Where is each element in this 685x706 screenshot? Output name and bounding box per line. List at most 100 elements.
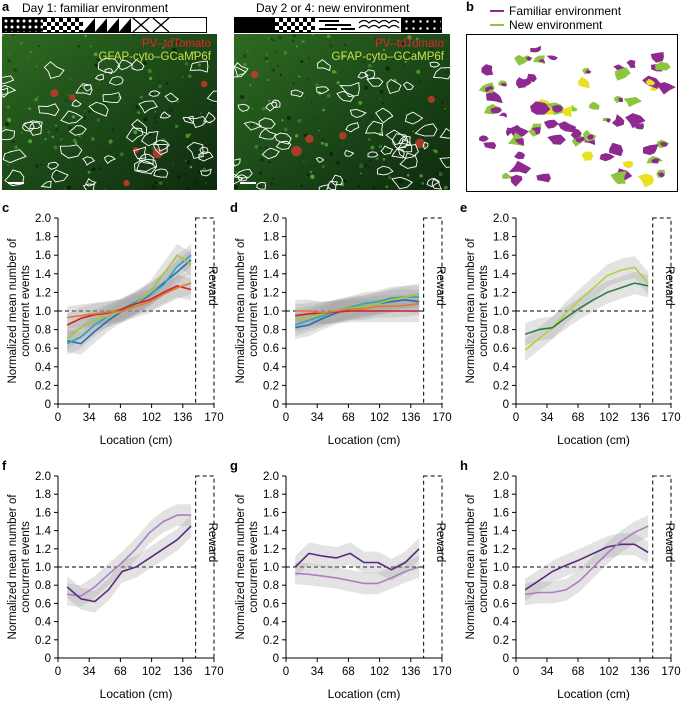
texture-speck xyxy=(29,51,33,54)
y-axis-label: Normalized mean number ofconcurrent even… xyxy=(235,494,260,640)
roi-outline xyxy=(439,157,450,168)
y-tick-label: 1.0 xyxy=(263,562,279,574)
texture-speck xyxy=(143,117,148,122)
texture-speck xyxy=(362,60,365,63)
texture-speck xyxy=(301,39,305,43)
roi-outline xyxy=(22,121,35,132)
y-tick-label: 1.8 xyxy=(263,232,279,244)
texture-speck xyxy=(367,165,370,168)
texture-speck xyxy=(155,171,159,175)
series-line-green-yellow xyxy=(66,254,192,340)
y-tick-label: 0.6 xyxy=(263,343,279,355)
roi-outline xyxy=(234,168,253,179)
roi-outline xyxy=(134,159,157,174)
roi-outline xyxy=(2,75,15,84)
scale-bar xyxy=(240,182,256,184)
roi-shape xyxy=(546,55,558,61)
texture-speck xyxy=(315,83,319,87)
x-tick-label: 0 xyxy=(283,412,289,424)
texture-speck xyxy=(271,177,275,181)
roi-outline xyxy=(336,90,355,102)
texture-speck xyxy=(132,34,135,36)
roi-shape xyxy=(609,142,624,157)
texture-speck xyxy=(88,110,91,113)
texture-speck xyxy=(83,116,87,120)
texture-speck xyxy=(360,172,362,175)
texture-speck xyxy=(283,127,288,132)
roi-outline xyxy=(187,115,208,128)
confidence-band xyxy=(525,271,649,346)
roi-outline xyxy=(273,132,292,145)
roi-shape xyxy=(622,161,633,169)
roi-outline xyxy=(422,141,429,150)
roi-outline xyxy=(391,176,413,190)
y-tick-label: 0 xyxy=(273,399,279,411)
texture-speck xyxy=(343,179,347,183)
roi-outline xyxy=(94,74,104,81)
roi-outline xyxy=(60,110,84,124)
roi-outline xyxy=(357,71,369,79)
texture-speck xyxy=(177,100,179,103)
y-tick-label: 2.0 xyxy=(493,471,509,483)
roi-shape xyxy=(614,67,631,81)
texture-speck xyxy=(292,82,296,85)
texture-speck xyxy=(9,54,11,56)
roi-shape xyxy=(536,173,551,183)
texture-speck xyxy=(200,112,202,115)
texture-speck xyxy=(13,68,18,72)
y-axis-label-line: concurrent events xyxy=(248,521,260,613)
texture-speck xyxy=(256,183,262,189)
series-line-yellow-green xyxy=(524,266,649,351)
texture-speck xyxy=(341,143,343,145)
roi-outline xyxy=(47,161,60,170)
confidence-band xyxy=(67,244,192,355)
x-tick-label: 102 xyxy=(142,412,161,424)
roi-shape xyxy=(561,105,573,117)
texture-speck xyxy=(84,34,87,38)
y-tick-label: 1.8 xyxy=(493,232,509,244)
texture-speck xyxy=(176,174,181,179)
roi-outline xyxy=(85,177,97,187)
texture-speck xyxy=(68,126,72,130)
roi-outline xyxy=(237,103,250,112)
confidence-band xyxy=(295,556,420,595)
series-line-teal xyxy=(294,296,420,326)
y-tick-label: 0.4 xyxy=(263,617,280,629)
texture-speck xyxy=(387,175,392,179)
pv-cell xyxy=(250,70,259,79)
roi-outline xyxy=(38,103,60,117)
roi-shape xyxy=(514,151,526,160)
y-tick-label: 1.4 xyxy=(35,269,52,281)
texture-speck xyxy=(69,78,71,80)
texture-speck xyxy=(341,54,346,59)
roi-outline xyxy=(152,143,168,156)
pv-cell xyxy=(305,134,314,144)
texture-speck xyxy=(306,173,310,177)
roi-outline xyxy=(429,61,441,68)
roi-outline xyxy=(234,158,241,167)
series-line-light-purple xyxy=(524,525,649,596)
roi-outline xyxy=(367,151,379,158)
roi-outline xyxy=(380,145,394,155)
texture-speck xyxy=(185,186,190,190)
texture-speck xyxy=(278,35,282,40)
roi-shape xyxy=(485,91,503,104)
texture-speck xyxy=(379,98,382,100)
roi-outline xyxy=(316,59,331,72)
y-tick-label: 1.2 xyxy=(263,544,279,556)
texture-speck xyxy=(77,45,80,48)
texture-speck xyxy=(283,50,288,55)
y-tick-label: 1.6 xyxy=(493,507,509,519)
texture-speck xyxy=(324,142,329,147)
texture-speck xyxy=(370,56,374,60)
y-tick-label: 1.2 xyxy=(493,544,509,556)
y-tick-label: 0.6 xyxy=(35,598,51,610)
texture-speck xyxy=(184,61,189,66)
texture-speck xyxy=(435,171,440,176)
roi-outline xyxy=(386,78,402,95)
texture-speck xyxy=(166,82,169,85)
texture-speck xyxy=(172,48,178,53)
roi-outline xyxy=(148,90,161,97)
texture-speck xyxy=(6,105,10,109)
texture-speck xyxy=(59,138,63,141)
